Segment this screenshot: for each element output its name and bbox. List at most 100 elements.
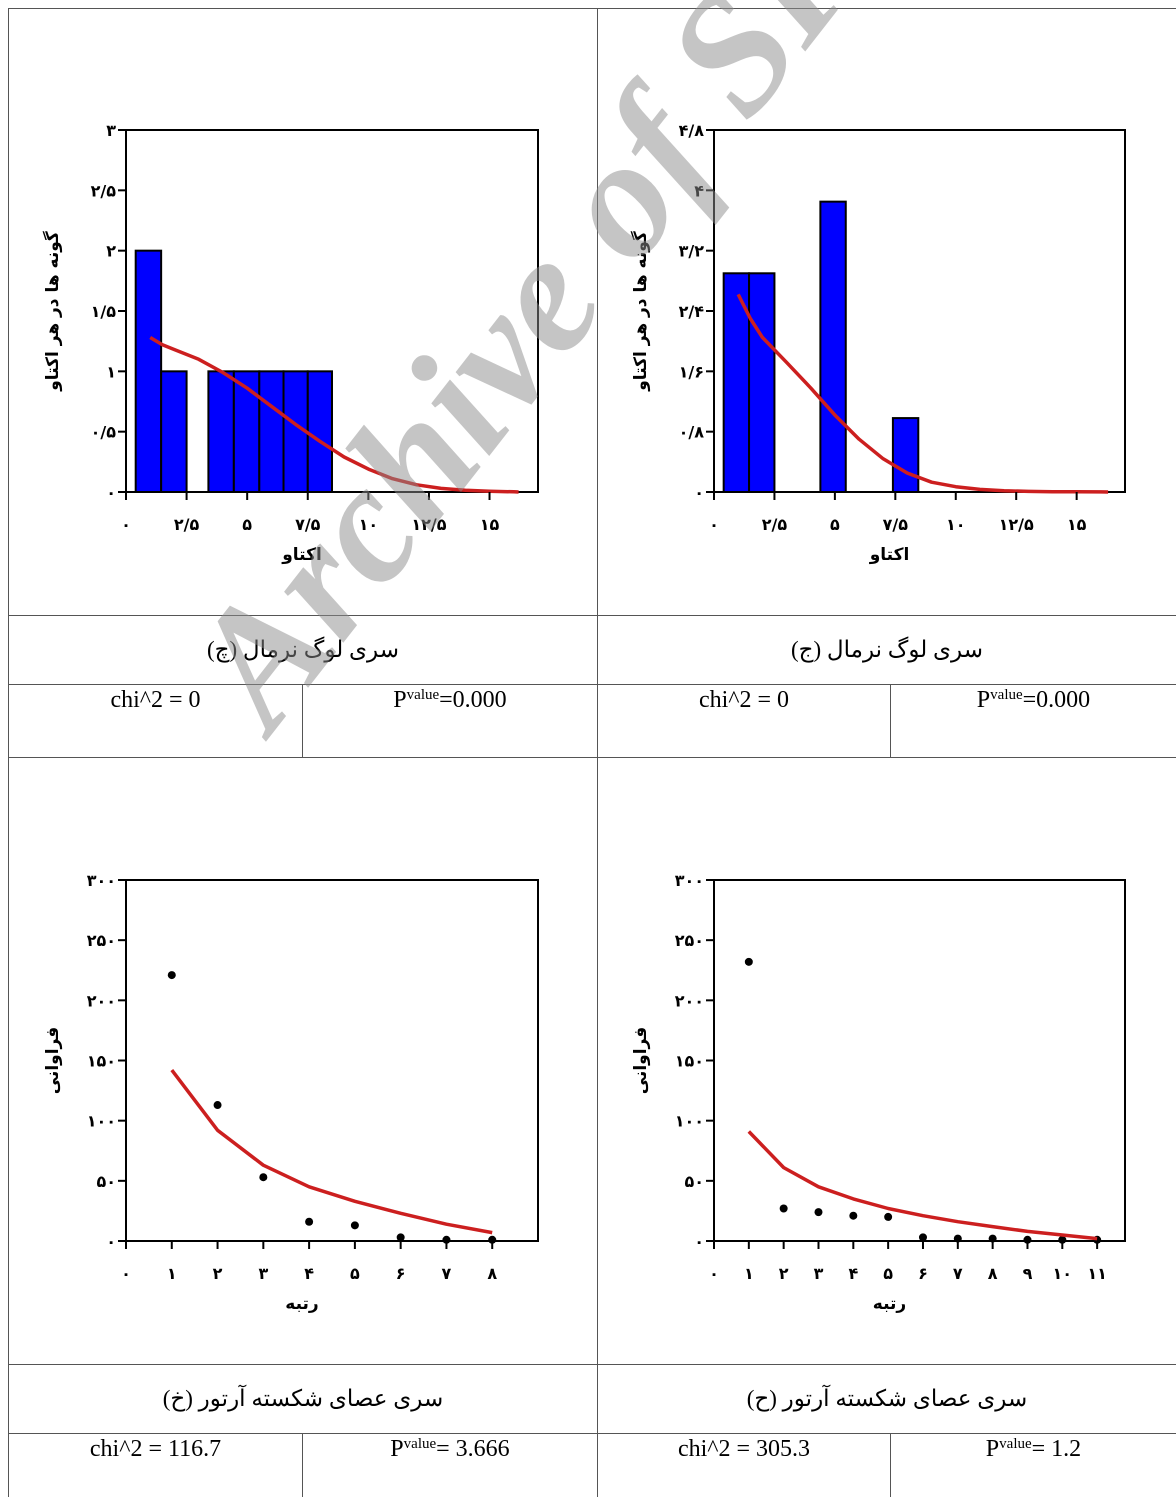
y-tick-label: ۰ bbox=[694, 483, 704, 502]
fitted-curve bbox=[170, 1069, 493, 1235]
p-sub: value bbox=[990, 687, 1023, 703]
x-tick-label: ۲ bbox=[213, 1264, 223, 1283]
p-value: =0.000 bbox=[1022, 687, 1091, 713]
x-tick-label: ۲ bbox=[779, 1264, 789, 1283]
p-label: P bbox=[976, 687, 991, 713]
y-axis-title: گونه ها در هر اکتاو bbox=[630, 231, 651, 392]
lognormal-left-cell bbox=[8, 8, 597, 615]
bar bbox=[134, 249, 163, 493]
y-tick-label: ۴ bbox=[694, 181, 704, 200]
y-tick-label: ۳/۲ bbox=[679, 242, 705, 261]
x-tick-label: ۰ bbox=[121, 1264, 131, 1283]
data-point bbox=[442, 1235, 451, 1244]
y-tick-label: ۲/۴ bbox=[679, 302, 705, 321]
chart-lognormal-left: ۰ ۲/۵ ۵ ۷/۵ ۱۰ ۱۲/۵ ۱۵ ۰ ۰/۵ ۱ ۱/۵ ۲ ۲/۵ ۳ اکتاو گونه ه… bbox=[42, 121, 539, 565]
data-point bbox=[1058, 1235, 1067, 1244]
x-tick-label: ۹ bbox=[1023, 1264, 1033, 1283]
data-point bbox=[350, 1221, 359, 1230]
x-axis-title: اکتاو bbox=[281, 545, 322, 565]
data-point bbox=[305, 1217, 314, 1226]
y-tick-label: ۰ bbox=[106, 483, 116, 502]
x-tick-label: ۰ bbox=[709, 515, 719, 534]
x-tick-label: ۶ bbox=[918, 1264, 928, 1283]
chi2-lognormal-right: chi^2 = 0 bbox=[597, 684, 890, 757]
bar bbox=[232, 370, 261, 494]
y-tick-label: ۱/۵ bbox=[91, 302, 117, 321]
y-tick-label: ۰/۵ bbox=[91, 423, 117, 442]
fitted-curve bbox=[149, 335, 519, 494]
fitted-curve bbox=[736, 293, 1109, 494]
chi2-text: chi^2 = 0 bbox=[698, 687, 790, 713]
x-tick-label: ۵ bbox=[830, 515, 840, 534]
p-value: =0.000 bbox=[439, 687, 507, 713]
plot-frame bbox=[713, 879, 1126, 1242]
y-tick-label: ۴/۸ bbox=[679, 121, 705, 140]
p-sub: value bbox=[999, 1436, 1032, 1452]
data-point bbox=[988, 1234, 997, 1243]
figure-table: سری لوگ نرمال (چ) سری لوگ نرمال (ج) chi^… bbox=[8, 8, 1176, 1497]
x-tick-label: ۲/۵ bbox=[174, 515, 200, 534]
x-tick-label: ۱۵ bbox=[480, 515, 500, 534]
p-label: P bbox=[390, 1436, 404, 1462]
bar bbox=[207, 370, 235, 494]
bar bbox=[819, 200, 847, 493]
data-point bbox=[953, 1234, 962, 1243]
y-tick-label: ۱۵۰ bbox=[675, 1052, 704, 1071]
chi2-text: chi^2 = 116.7 bbox=[89, 1436, 222, 1462]
p-label: P bbox=[985, 1436, 1000, 1462]
y-tick-label: ۲/۵ bbox=[91, 181, 117, 200]
x-tick-label: ۱ bbox=[167, 1264, 177, 1283]
caption-lognormal-left: سری لوگ نرمال (چ) bbox=[8, 615, 597, 684]
x-tick-label: ۱۰ bbox=[1053, 1264, 1073, 1283]
fitted-curve bbox=[747, 1130, 1098, 1241]
y-axis-title: فراوانی bbox=[43, 1027, 63, 1095]
brokenstick-right-cell bbox=[597, 757, 1176, 1364]
x-tick-label: ۸ bbox=[487, 1264, 497, 1283]
data-point bbox=[1023, 1235, 1032, 1244]
x-tick-label: ۱ bbox=[744, 1264, 754, 1283]
y-axis-title: فراوانی bbox=[631, 1027, 651, 1095]
caption-brokenstick-right: سری عصای شکسته آرتور (ح) bbox=[597, 1364, 1176, 1433]
caption-brokenstick-left: سری عصای شکسته آرتور (خ) bbox=[8, 1364, 597, 1433]
x-tick-label: ۸ bbox=[988, 1264, 998, 1283]
data-point bbox=[849, 1211, 858, 1220]
chi2-text: chi^2 = 0 bbox=[110, 687, 201, 713]
x-tick-label: ۱۱ bbox=[1087, 1264, 1107, 1283]
chi2-text: chi^2 = 305.3 bbox=[677, 1436, 811, 1462]
data-point bbox=[884, 1212, 893, 1221]
bar bbox=[258, 370, 285, 494]
x-tick-label: ۵ bbox=[883, 1264, 893, 1283]
bar bbox=[891, 417, 920, 494]
p-label: P bbox=[393, 687, 407, 713]
y-tick-label: ۵۰ bbox=[96, 1172, 116, 1191]
bar bbox=[748, 272, 776, 493]
chart-lognormal-right: ۰ ۲/۵ ۵ ۷/۵ ۱۰ ۱۲/۵ ۱۵ ۰ ۰/۸ ۱/۶ ۲/۴ ۳/۲ ۴ ۴/۸ اکتاو گو… bbox=[630, 121, 1126, 565]
x-tick-label: ۵ bbox=[350, 1264, 360, 1283]
data-point bbox=[488, 1235, 497, 1244]
y-tick-label: ۱۵۰ bbox=[87, 1052, 116, 1071]
data-point bbox=[167, 971, 176, 980]
x-tick-label: ۱۰ bbox=[359, 515, 379, 534]
x-tick-label: ۱۲/۵ bbox=[411, 515, 446, 534]
chart-brokenstick-right: ۰ ۱ ۲ ۳ ۴ ۵ ۶ ۷ ۸ ۹ ۱۰ ۱۱ ۰ ۵۰ ۱۰۰ ۱۵۰ ۲۰۰ ۲۵۰ ۳۰۰ رتبه فراو… bbox=[631, 871, 1126, 1314]
data-point bbox=[744, 957, 753, 966]
x-tick-label: ۱۰ bbox=[946, 515, 966, 534]
y-tick-label: ۵۰ bbox=[684, 1172, 704, 1191]
data-point bbox=[396, 1233, 405, 1242]
plot-frame bbox=[713, 129, 1126, 493]
lognormal-right-cell bbox=[597, 8, 1176, 615]
x-axis-title: رتبه bbox=[285, 1294, 318, 1314]
plot-frame bbox=[125, 879, 539, 1242]
y-axis-title: گونه ها در هر اکتاو bbox=[42, 231, 63, 392]
x-tick-label: ۴ bbox=[848, 1264, 858, 1283]
x-tick-label: ۷ bbox=[953, 1264, 963, 1283]
bar bbox=[160, 370, 188, 494]
data-point bbox=[259, 1173, 268, 1182]
x-tick-label: ۶ bbox=[396, 1264, 406, 1283]
y-tick-label: ۲ bbox=[106, 242, 116, 261]
y-tick-label: ۱/۶ bbox=[679, 362, 704, 381]
y-tick-label: ۱۰۰ bbox=[87, 1112, 116, 1131]
y-tick-label: ۰/۸ bbox=[679, 423, 705, 442]
